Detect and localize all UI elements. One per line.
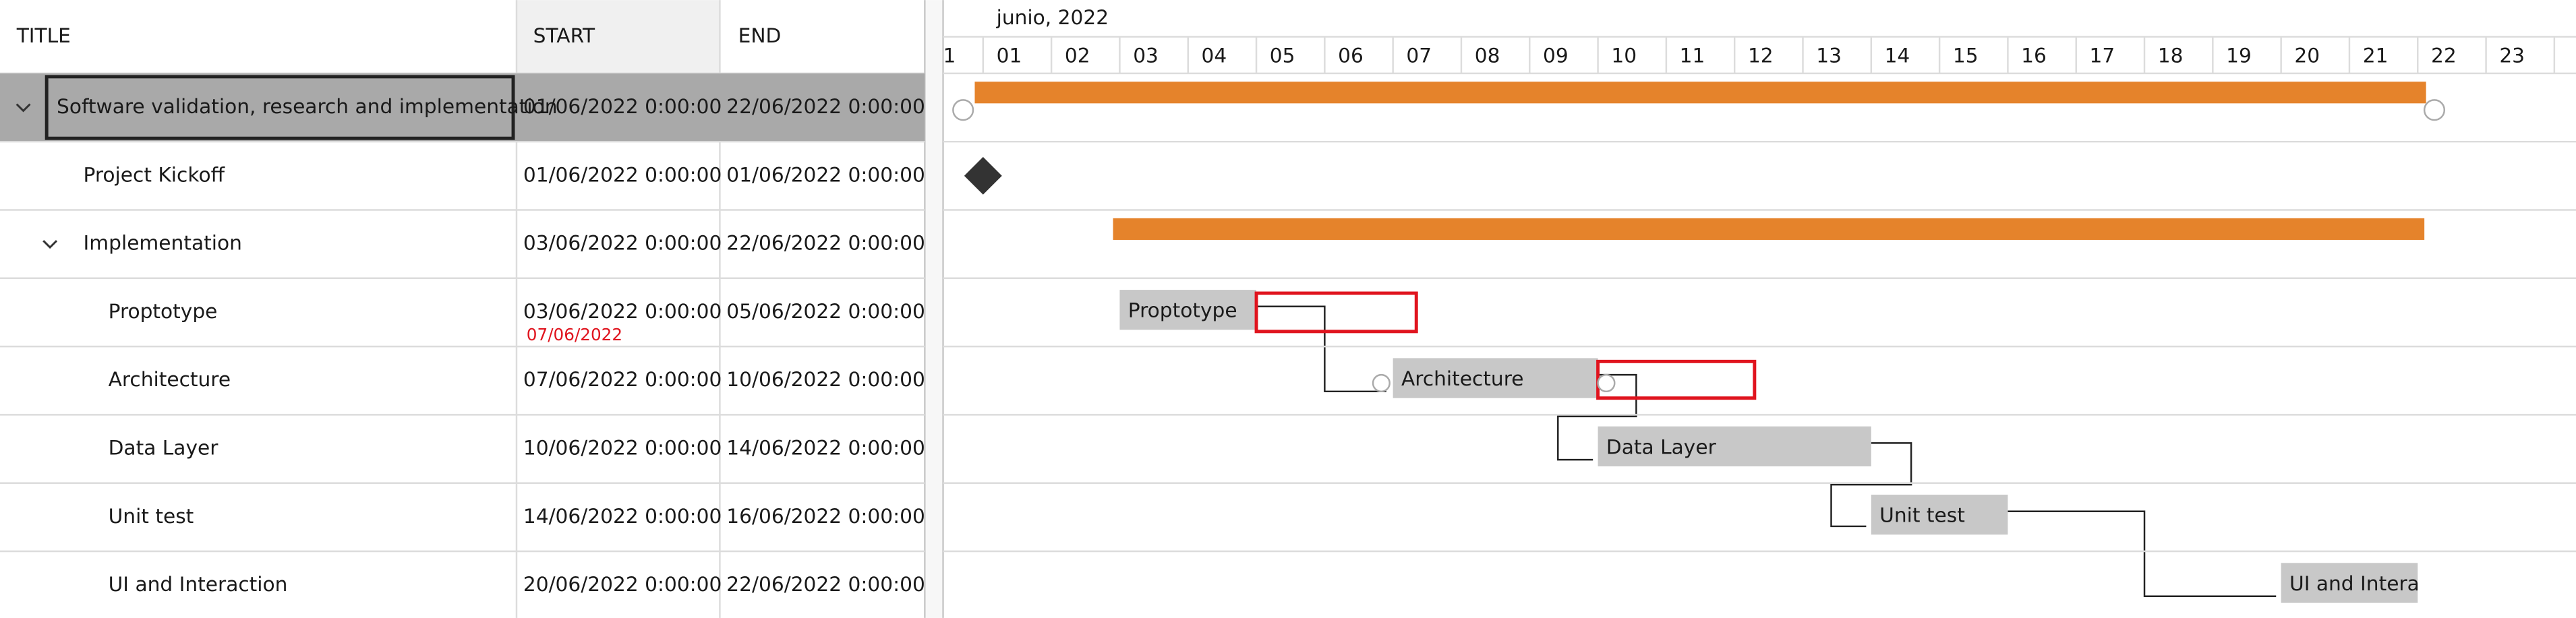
rows: Software validation, research and implem…	[0, 73, 925, 596]
cell-title[interactable]: Proptotype	[109, 299, 218, 323]
cell-start[interactable]: 01/06/2022 0:00:00	[523, 162, 722, 186]
cell-start[interactable]: 01/06/2022 0:00:00	[523, 94, 722, 118]
dependency	[2008, 510, 2277, 597]
link-handle[interactable]	[2423, 99, 2446, 121]
day-label: 14	[1885, 44, 1910, 67]
milestone[interactable]	[964, 156, 1002, 195]
day-label: 09	[1543, 44, 1569, 67]
cell-title[interactable]: Implementation	[84, 231, 242, 255]
row-selected-bg	[0, 73, 925, 142]
task-label: Architecture	[1401, 367, 1523, 390]
column-header[interactable]: START	[533, 24, 595, 47]
task-bar[interactable]	[1871, 495, 2008, 535]
day-label: 17	[2089, 44, 2115, 67]
cell-end[interactable]: 22/06/2022 0:00:00	[726, 94, 925, 118]
link-handle[interactable]	[952, 99, 974, 121]
overlays	[1254, 291, 1757, 400]
timeline-month: junio, 2022	[996, 5, 1109, 29]
day-label: 03	[1133, 44, 1159, 67]
column-header[interactable]: END	[738, 24, 782, 47]
day-label: 19	[2226, 44, 2252, 67]
day-label: 16	[2021, 44, 2047, 67]
day-label: 11	[1680, 44, 1705, 67]
cell-end[interactable]: 05/06/2022 0:00:00	[726, 299, 925, 323]
cell-start[interactable]: 20/06/2022 0:00:00	[523, 572, 722, 596]
cell-start[interactable]: 10/06/2022 0:00:00	[523, 436, 722, 460]
day-label: 15	[1953, 44, 1979, 67]
cell-focus	[45, 75, 515, 140]
cell-title[interactable]: Architecture	[109, 367, 231, 391]
dependency	[1557, 373, 1637, 461]
header-sort-bg	[516, 0, 720, 73]
cell-title[interactable]: Data Layer	[109, 436, 219, 460]
day-label: 21	[2363, 44, 2389, 67]
task-bar[interactable]	[1393, 358, 1598, 398]
task-bar[interactable]	[2281, 563, 2418, 603]
day-label: 07	[1406, 44, 1432, 67]
day-label: 08	[1475, 44, 1500, 67]
day-label: 23	[2499, 44, 2525, 67]
cell-title[interactable]: Software validation, research and implem…	[57, 94, 558, 118]
day-label: 05	[1270, 44, 1295, 67]
task-bar[interactable]	[1119, 290, 1257, 330]
cell-end[interactable]: 22/06/2022 0:00:00	[726, 572, 925, 596]
cell-end[interactable]: 14/06/2022 0:00:00	[726, 436, 925, 460]
expander[interactable]	[42, 240, 58, 249]
cell-start[interactable]: 03/06/2022 0:00:00	[523, 299, 722, 323]
cell-title[interactable]: Unit test	[109, 504, 194, 528]
delay-box	[1254, 291, 1418, 334]
cell-title[interactable]: Project Kickoff	[84, 162, 225, 186]
task-label: UI and Interaction	[2289, 571, 2469, 595]
cell-start[interactable]: 03/06/2022 0:00:00	[523, 231, 722, 255]
cell-title[interactable]: UI and Interaction	[109, 572, 288, 596]
dependency	[1256, 305, 1386, 393]
splitter[interactable]	[925, 0, 943, 618]
day-label: 04	[1202, 44, 1227, 67]
day-label: 01	[997, 44, 1022, 67]
cell-end[interactable]: 10/06/2022 0:00:00	[726, 367, 925, 391]
dependency	[1830, 442, 1912, 528]
link-handle[interactable]	[1372, 373, 1391, 393]
day-label: 13	[1816, 44, 1842, 67]
delay-box	[1596, 359, 1757, 400]
day-label: 22	[2431, 44, 2457, 67]
day-label: 20	[2294, 44, 2320, 67]
task-bar[interactable]	[1598, 426, 1871, 466]
task-label: Data Layer	[1606, 435, 1717, 458]
summary-bar[interactable]	[1113, 218, 2425, 240]
cell-warning: 07/06/2022	[527, 325, 622, 344]
column-header[interactable]: TITLE	[16, 24, 71, 47]
link-handle[interactable]	[1597, 373, 1616, 393]
summary-bar[interactable]	[974, 82, 2426, 104]
cell-end[interactable]: 22/06/2022 0:00:00	[726, 231, 925, 255]
day-label: 02	[1065, 44, 1090, 67]
task-label: Unit test	[1879, 503, 1965, 527]
day-label: 1	[943, 44, 956, 67]
cell-start[interactable]: 14/06/2022 0:00:00	[523, 504, 722, 528]
day-label: 10	[1611, 44, 1637, 67]
expander[interactable]	[16, 103, 31, 113]
cell-start[interactable]: 07/06/2022 0:00:00	[523, 367, 722, 391]
cell-end[interactable]: 01/06/2022 0:00:00	[726, 162, 925, 186]
day-label: 18	[2158, 44, 2184, 67]
timeline-days: 1 01 02 03 04 05 06 07 08 09 10 11 12 13 14 15 16 17 18 19 2…	[943, 36, 2556, 73]
day-label: 12	[1748, 44, 1774, 67]
gantt-bars: Proptotype Architecture Data Layer Unit tes…	[943, 82, 2576, 603]
cell-end[interactable]: 16/06/2022 0:00:00	[726, 504, 925, 528]
task-label: Proptotype	[1128, 299, 1237, 322]
day-label: 06	[1338, 44, 1364, 67]
